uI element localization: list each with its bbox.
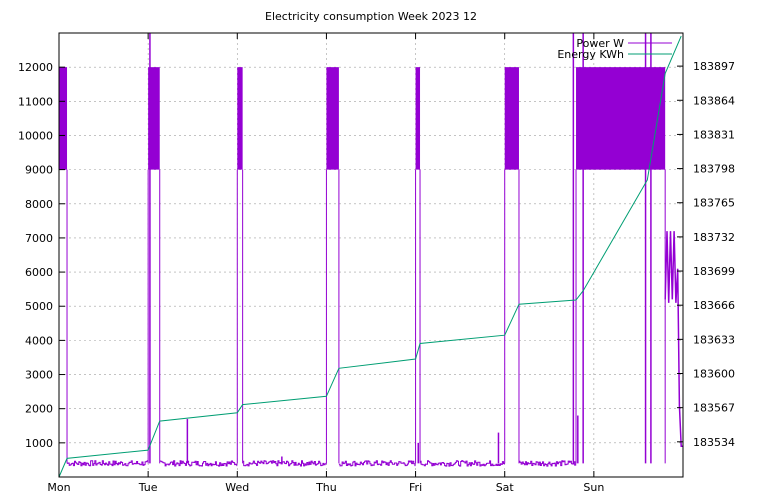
legend-energy-label: Energy KWh — [557, 48, 624, 61]
power-baseline — [519, 460, 577, 467]
power-block — [415, 67, 421, 170]
power-baseline — [67, 460, 149, 467]
power-block — [504, 67, 519, 170]
x-tick-label: Fri — [409, 481, 422, 494]
right-tick-label: 183567 — [693, 402, 735, 415]
power-baseline — [159, 460, 238, 467]
power-block — [148, 67, 160, 170]
power-block — [59, 67, 68, 170]
left-tick-label: 7000 — [25, 232, 53, 245]
x-tick-label: Sat — [496, 481, 515, 494]
x-tick-label: Thu — [315, 481, 337, 494]
right-tick-label: 183534 — [693, 436, 735, 449]
power-series — [58, 33, 683, 467]
left-tick-label: 10000 — [18, 129, 53, 142]
x-tick-label: Sun — [583, 481, 604, 494]
right-axis-ticks: 183534 183567 183600 183633 183666 183699 1837… — [677, 60, 735, 449]
left-tick-label: 9000 — [25, 164, 53, 177]
right-tick-label: 183699 — [693, 265, 735, 278]
x-tick-label: Mon — [47, 481, 70, 494]
right-tick-label: 183666 — [693, 299, 735, 312]
right-tick-label: 183633 — [693, 333, 735, 346]
right-tick-label: 183864 — [693, 94, 735, 107]
left-tick-label: 2000 — [25, 403, 53, 416]
left-axis-ticks: 1000 2000 3000 4000 5000 6000 7000 8000 9000 1000… — [18, 61, 65, 450]
left-tick-label: 3000 — [25, 369, 53, 382]
x-tick-label: Tue — [138, 481, 158, 494]
power-block — [326, 67, 339, 170]
power-baseline — [242, 460, 327, 467]
energy-line — [58, 35, 682, 478]
legend: Power W Energy KWh — [557, 37, 672, 61]
power-baseline — [420, 460, 505, 467]
x-tick-label: Wed — [225, 481, 249, 494]
left-tick-label: 11000 — [18, 95, 53, 108]
power-tail — [664, 231, 683, 448]
left-tick-label: 5000 — [25, 300, 53, 313]
left-tick-label: 1000 — [25, 437, 53, 450]
chart-title: Electricity consumption Week 2023 12 — [265, 10, 477, 23]
energy-series — [58, 35, 682, 478]
plot-frame — [58, 32, 684, 478]
left-tick-label: 8000 — [25, 198, 53, 211]
left-tick-label: 6000 — [25, 266, 53, 279]
x-axis-ticks: Mon Tue Wed Thu Fri Sat Sun — [47, 33, 604, 494]
left-tick-label: 12000 — [18, 61, 53, 74]
right-tick-label: 183732 — [693, 231, 735, 244]
right-tick-label: 183897 — [693, 60, 735, 73]
power-baseline — [338, 460, 416, 467]
right-tick-label: 183600 — [693, 368, 735, 381]
right-tick-label: 183798 — [693, 163, 735, 176]
right-tick-label: 183765 — [693, 197, 735, 210]
legend-power-label: Power W — [576, 37, 624, 50]
left-tick-label: 4000 — [25, 334, 53, 347]
right-tick-label: 183831 — [693, 128, 735, 141]
power-block — [237, 67, 243, 170]
